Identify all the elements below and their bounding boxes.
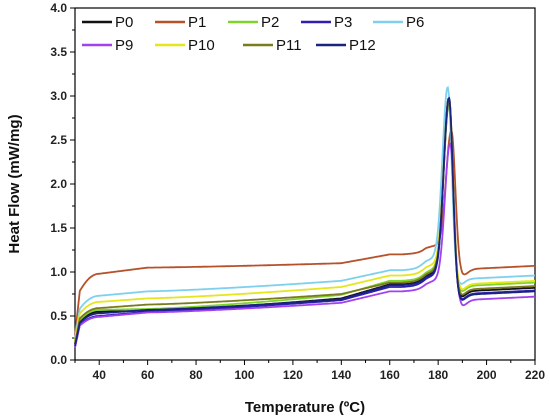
plot-frame	[74, 7, 536, 361]
y-tick-label: 1.5	[50, 221, 67, 235]
y-tick-label: 3.0	[50, 89, 67, 103]
x-tick-label: 40	[93, 368, 107, 382]
legend-label-p12: P12	[349, 37, 376, 54]
legend-label-p3: P3	[334, 14, 352, 31]
legend-label-p11: P11	[276, 37, 302, 54]
x-tick-label: 120	[283, 368, 303, 382]
y-tick-label: 1.0	[50, 265, 67, 279]
y-tick-label: 3.5	[50, 45, 67, 59]
x-tick-label: 140	[331, 368, 351, 382]
series-line-p11	[74, 100, 535, 344]
legend-label-p2: P2	[261, 14, 279, 31]
y-tick-label: 2.0	[50, 177, 67, 191]
legend-label-p10: P10	[188, 37, 215, 54]
x-axis-title: Temperature (ºC)	[245, 399, 365, 416]
x-tick-label: 220	[525, 368, 545, 382]
series-lines	[74, 85, 536, 348]
series-line-p12	[74, 96, 535, 347]
x-tick-label: 60	[141, 368, 155, 382]
legend-label-p1: P1	[188, 14, 206, 31]
y-tick-label: 0.5	[50, 309, 67, 323]
series-line-p0	[74, 96, 536, 345]
x-tick-label: 100	[234, 368, 254, 382]
y-axis-title: Heat Flow (mW/mg)	[6, 114, 23, 253]
legend-label-p0: P0	[115, 14, 133, 31]
y-tick-label: 4.0	[50, 1, 67, 15]
legend-label-p9: P9	[115, 37, 133, 54]
legend: P0 P1 P2 P3 P6 P9 P10 P11 P12	[82, 14, 424, 54]
x-tick-label: 200	[477, 368, 497, 382]
x-tick-label: 80	[189, 368, 203, 382]
x-axis: 40 60 80 100 120 140 160 180 200 220	[74, 360, 545, 382]
series-line-p1	[74, 129, 536, 336]
x-tick-label: 180	[428, 368, 448, 382]
y-axis: 0.0 0.5 1.0 1.5 2.0 2.5 3.0 3.5 4.0	[50, 1, 75, 367]
series-line-p2	[74, 104, 535, 343]
y-tick-label: 2.5	[50, 133, 67, 147]
x-tick-label: 160	[380, 368, 400, 382]
y-tick-label: 0.0	[50, 353, 67, 367]
series-line-p9	[74, 142, 536, 348]
legend-label-p6: P6	[406, 14, 424, 31]
